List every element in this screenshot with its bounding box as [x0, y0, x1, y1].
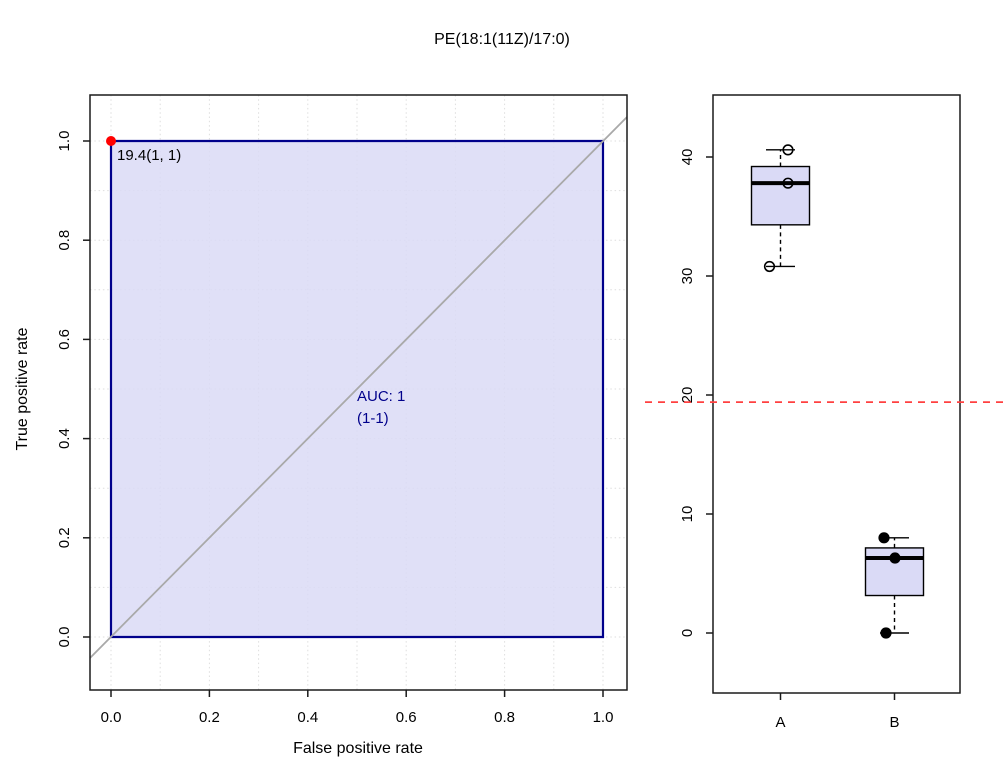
roc-diagonal-reference-line — [89, 116, 628, 659]
x-tick-label: 0.2 — [199, 709, 220, 726]
category-label: A — [775, 714, 785, 731]
roc-plot-border — [89, 94, 628, 691]
x-tick-label: 1.0 — [593, 709, 614, 726]
box-group-A — [750, 144, 811, 273]
data-point-filled — [880, 627, 892, 639]
roc-x-axis-title: False positive rate — [293, 740, 423, 757]
y-tick-label: 1.0 — [56, 131, 73, 152]
y-tick-label: 30 — [679, 268, 696, 285]
y-tick-label: 0.6 — [56, 329, 73, 350]
data-point-open — [782, 177, 794, 189]
y-tick-label: 40 — [679, 149, 696, 166]
roc-y-axis-title: True positive rate — [14, 327, 31, 450]
roc-auc-ci-label: (1-1) — [357, 410, 389, 427]
y-tick-label: 0.8 — [56, 230, 73, 251]
box-group-B — [864, 532, 925, 639]
x-tick-label: 0.4 — [297, 709, 318, 726]
y-tick-label: 0.2 — [56, 527, 73, 548]
data-point-filled — [889, 552, 901, 564]
roc-y-axis-ticks: 0.0 0.2 0.4 0.6 0.8 1.0 — [56, 131, 90, 648]
main-title: PE(18:1(11Z)/17:0) — [434, 31, 570, 48]
data-point-filled — [878, 532, 890, 544]
y-tick-label: 0 — [679, 629, 696, 637]
data-point-open — [763, 260, 776, 273]
roc-threshold-label: 19.4(1, 1) — [117, 147, 181, 164]
y-tick-label: 0.0 — [56, 627, 73, 648]
y-tick-label: 20 — [679, 387, 696, 404]
x-tick-label: 0.6 — [396, 709, 417, 726]
boxplot-groups — [750, 144, 925, 639]
boxplot-border — [712, 94, 961, 694]
boxplot-y-axis-ticks: 0 10 20 30 40 — [679, 149, 713, 637]
iqr-box — [750, 165, 811, 226]
x-tick-label: 0.8 — [494, 709, 515, 726]
category-label: B — [889, 714, 899, 731]
roc-x-axis-ticks: 0.0 0.2 0.4 0.6 0.8 1.0 — [101, 690, 614, 726]
y-tick-label: 0.4 — [56, 428, 73, 449]
roc-auc-label: AUC: 1 — [357, 388, 405, 405]
y-tick-label: 10 — [679, 506, 696, 523]
roc-plot: 0.0 0.2 0.4 0.6 0.8 1.0 0.0 0.2 0.4 0.6 0.8 1.0 19… — [14, 94, 628, 757]
roc-threshold-point — [106, 136, 116, 146]
x-tick-label: 0.0 — [101, 709, 122, 726]
data-point-open — [782, 144, 794, 156]
